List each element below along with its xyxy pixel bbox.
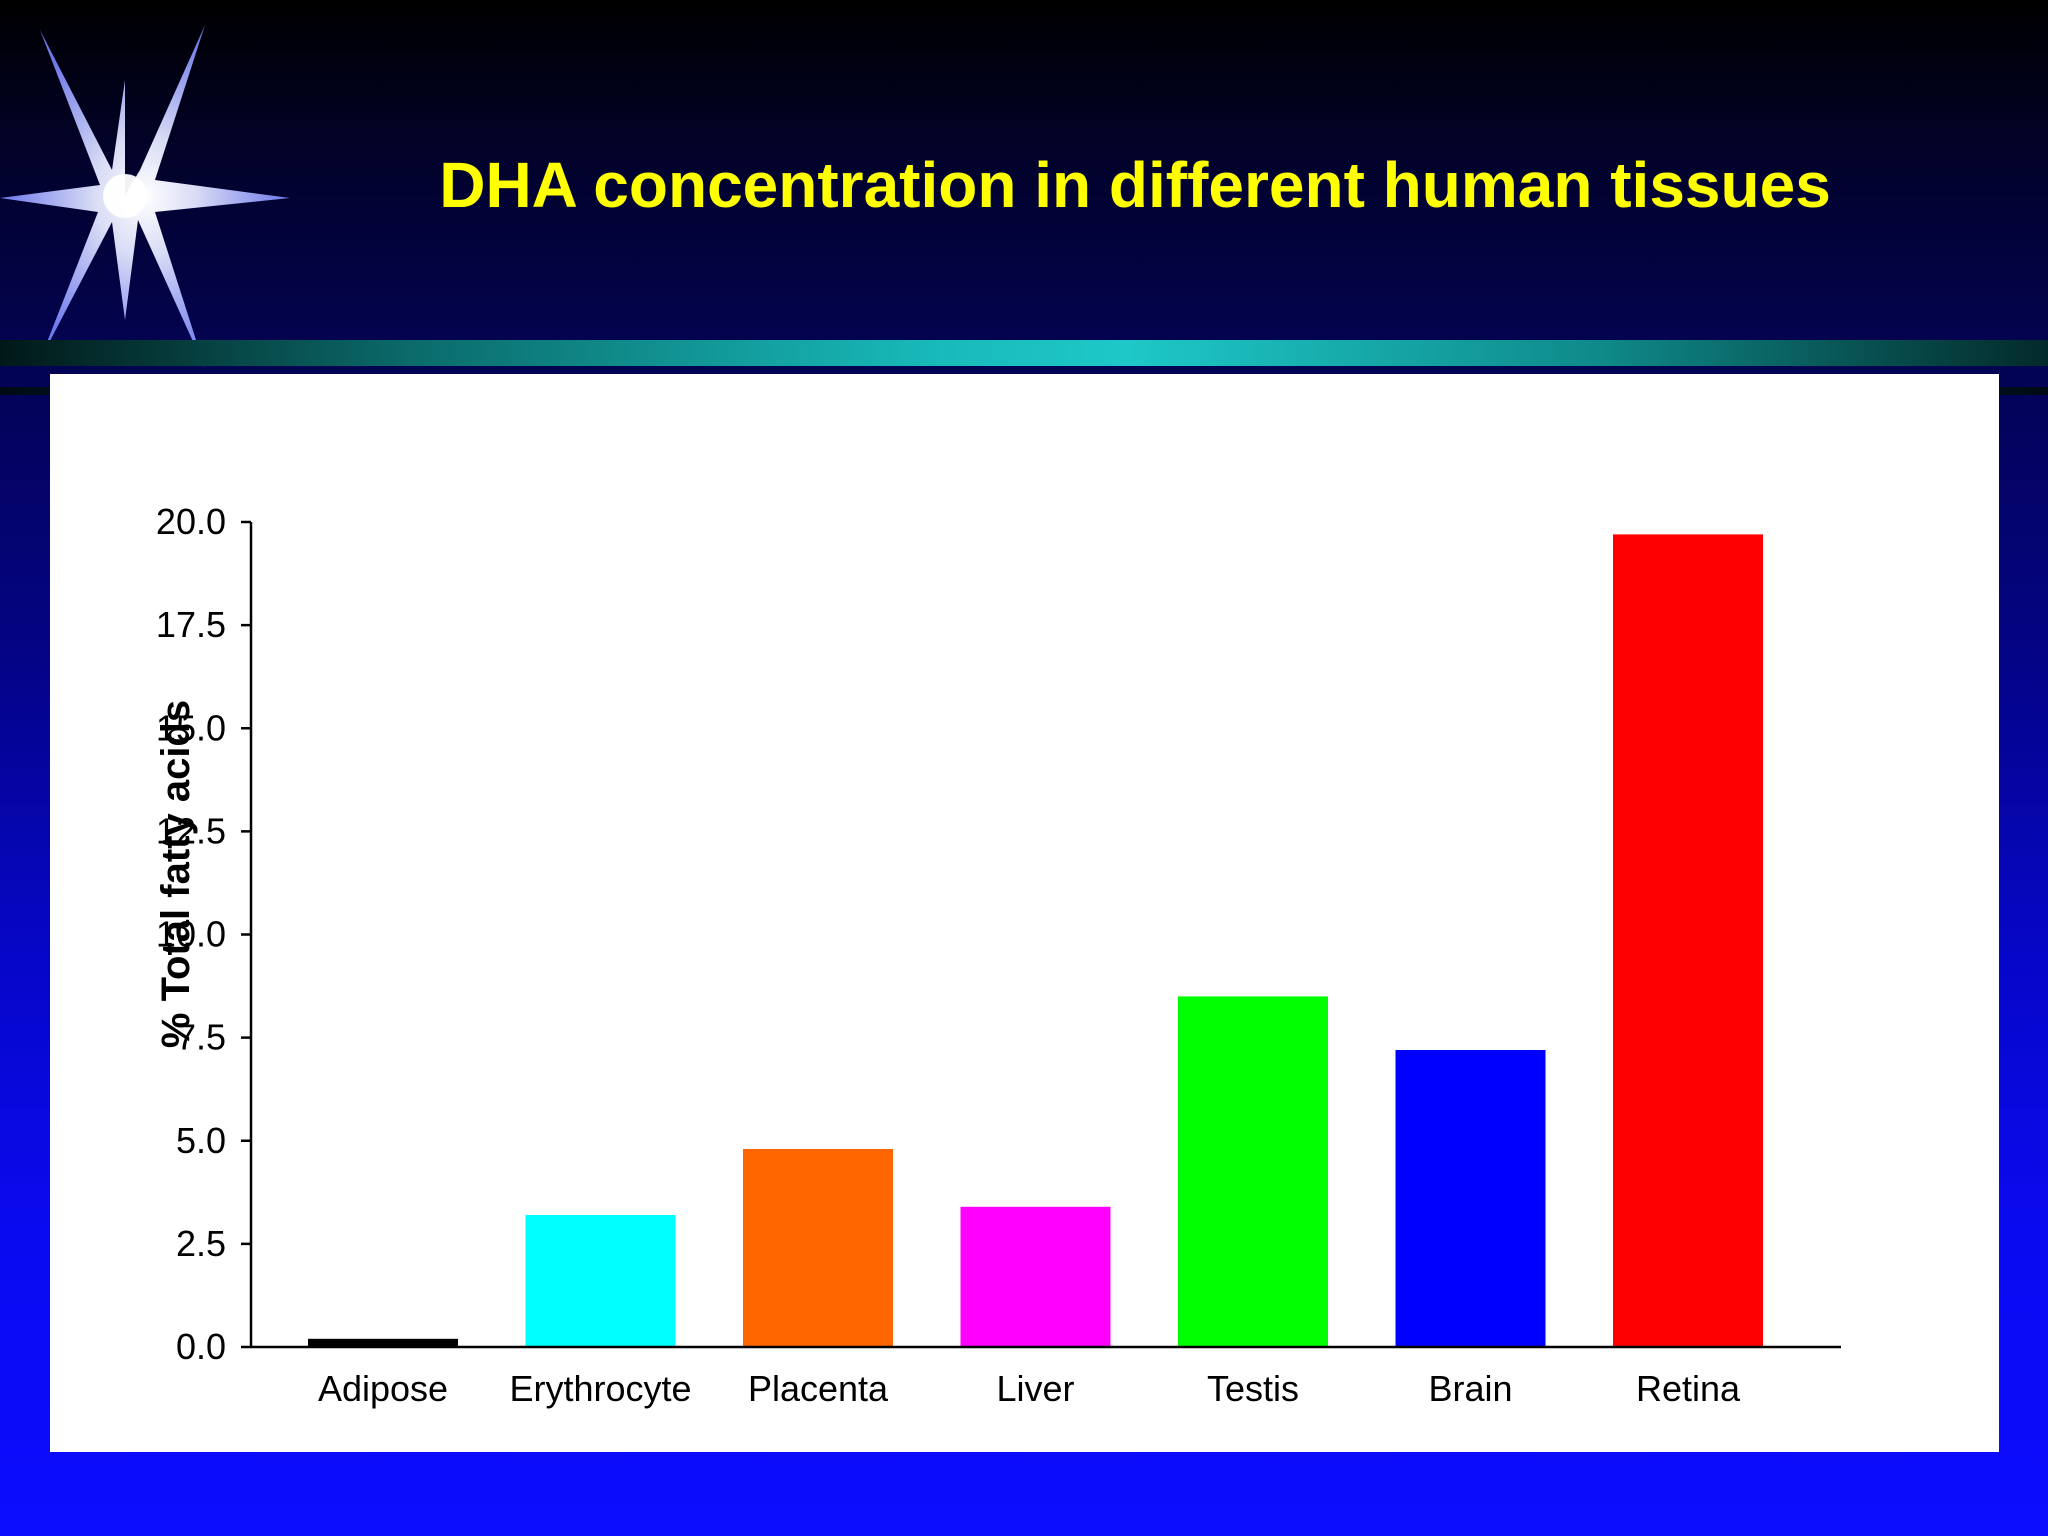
x-tick-label: Liver xyxy=(996,1368,1074,1409)
y-tick-label: 5.0 xyxy=(176,1120,226,1161)
x-tick-label: Testis xyxy=(1207,1368,1299,1409)
y-tick-label: 12.5 xyxy=(156,810,226,851)
bar-brain xyxy=(1395,1050,1546,1347)
bar-placenta xyxy=(743,1149,893,1347)
bar-retina xyxy=(1613,534,1763,1347)
x-tick-label: Retina xyxy=(1636,1368,1741,1409)
bar-liver xyxy=(960,1206,1111,1348)
starburst-icon xyxy=(0,25,290,368)
chart-panel: 0.0 2.5 5.0 7.5 10.0 12.5 15.0 17.5 20.0 Adipose E… xyxy=(50,374,1999,1452)
x-tick-label: Erythrocyte xyxy=(509,1368,691,1409)
y-axis-title: % Total fatty acids xyxy=(154,700,198,1048)
x-tick-label: Brain xyxy=(1428,1368,1512,1409)
bar-testis xyxy=(1178,996,1328,1347)
x-tick-label: Adipose xyxy=(318,1368,448,1409)
bar-adipose xyxy=(308,1338,458,1348)
y-tick-label: 2.5 xyxy=(176,1223,226,1264)
y-tick-label: 17.5 xyxy=(156,604,226,645)
y-tick-label: 15.0 xyxy=(156,707,226,748)
bar-chart: 0.0 2.5 5.0 7.5 10.0 12.5 15.0 17.5 20.0 Adipose E… xyxy=(154,501,1841,1409)
y-tick-label: 20.0 xyxy=(156,501,226,542)
x-tick-label: Placenta xyxy=(748,1368,889,1409)
y-tick-label: 0.0 xyxy=(176,1326,226,1367)
y-tick-label: 10.0 xyxy=(156,914,226,955)
y-tick-label: 7.5 xyxy=(176,1017,226,1058)
slide-title: DHA concentration in different human tis… xyxy=(439,149,1831,221)
header-band xyxy=(0,340,2048,366)
bar-erythrocyte xyxy=(525,1215,676,1347)
